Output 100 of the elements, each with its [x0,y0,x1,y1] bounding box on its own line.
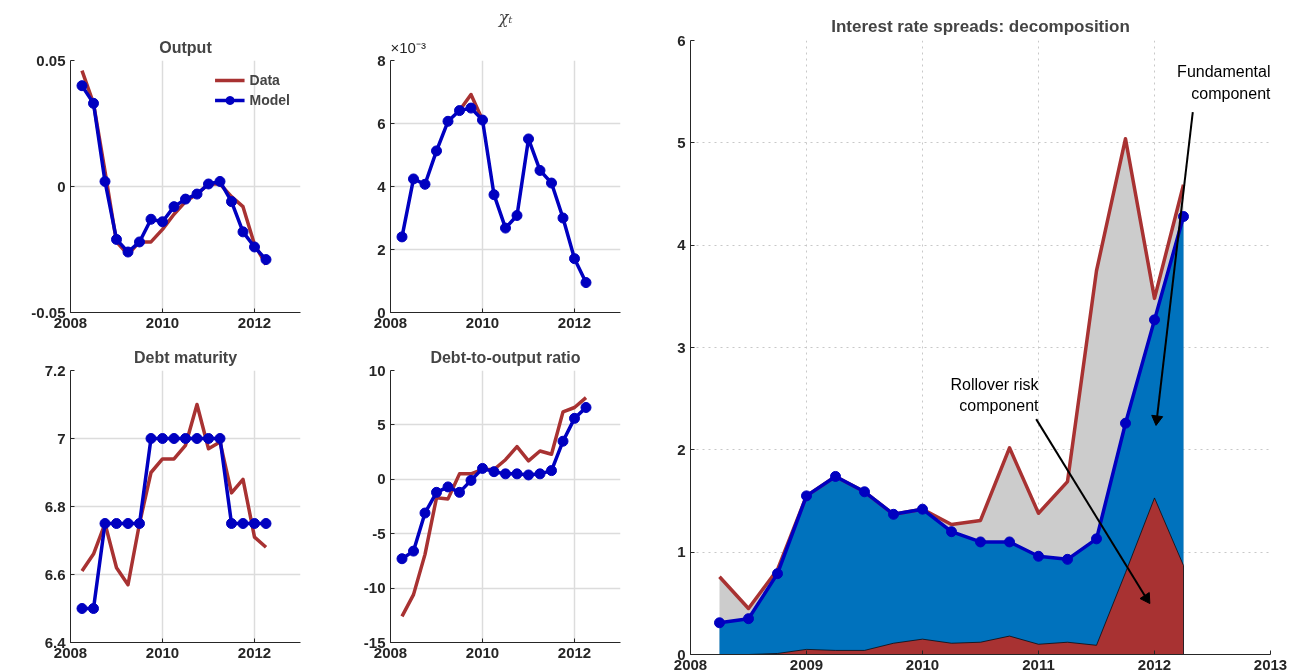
point [145,433,157,444]
point [76,603,88,614]
chart-title: χₜ [497,7,513,27]
point [157,216,168,228]
y-tick-label: 1 [677,543,686,561]
legend-label: Model [249,92,290,108]
point [1149,314,1160,326]
point [859,486,870,498]
point [226,518,237,529]
point [1120,417,1131,429]
point [888,508,899,520]
point [214,175,226,187]
y-tick-label: 7.2 [44,361,66,379]
point [122,246,134,258]
point [580,277,592,289]
point [743,613,754,625]
point [180,193,191,205]
y-tick-label: -5 [372,524,386,542]
point [111,233,122,245]
y-tick-label: 0.05 [36,51,66,69]
chart-title: Output [159,38,213,56]
x-tick-label: 2010 [465,643,500,661]
point [168,433,180,444]
point [569,253,580,265]
point [546,177,557,189]
point [157,433,168,444]
point [477,462,488,474]
point [226,196,237,208]
point [249,518,260,529]
point [419,507,431,519]
y-tick-label: -10 [363,579,386,597]
point [203,433,214,444]
point [134,518,145,529]
x-tick-label: 2011 [1022,655,1055,672]
x-tick-label: 2013 [1253,655,1288,672]
y-tick-label: 0 [377,470,386,488]
x-tick-label: 2010 [145,313,180,331]
point [408,173,419,185]
point [523,469,534,481]
point [917,503,928,515]
y-tick-label: 0 [57,177,66,195]
y-tick-label: 6.6 [44,565,66,583]
x-tick-label: 2012 [237,313,272,331]
point [76,80,88,92]
x-tick-label: 2010 [145,643,180,661]
point [168,201,180,213]
point [122,518,134,529]
point [260,518,272,529]
point [477,114,488,126]
point [191,188,203,200]
point [534,468,546,480]
y-tick-label: 5 [377,415,386,433]
point [99,175,111,187]
text: ×10⁻³ [390,38,426,56]
point [88,97,99,109]
point [500,222,511,234]
legend-label: Data [249,72,280,88]
point [580,402,592,413]
y-tick-label: 2 [677,440,686,458]
point [534,164,546,176]
chart-title: Debt maturity [133,348,238,366]
point [772,568,783,580]
point [260,254,272,266]
point [1033,550,1044,562]
point [946,526,957,538]
line-series [400,395,588,619]
point [714,617,725,629]
point [191,433,203,444]
point [442,481,454,493]
point [500,468,511,480]
point [99,518,111,529]
y-tick-label: 7 [57,429,66,447]
point [511,468,523,480]
point [830,470,841,482]
y-tick-label: 3 [677,338,686,356]
y-tick-label: 10 [368,361,386,379]
point [442,115,454,127]
point [145,213,157,225]
x-tick-label: 2009 [789,655,824,672]
point [1091,533,1102,545]
y-tick-label: 5 [677,133,686,151]
y-tick-label: 4 [677,236,687,254]
x-tick-label: 2010 [905,655,940,672]
y-tick-label: 6 [377,114,386,132]
point [396,553,408,565]
point [546,465,557,477]
line-series [80,402,268,587]
point [523,133,534,145]
y-tick-label: 8 [377,51,386,69]
y-tick-label: 2 [377,240,386,258]
chart-title: Debt-to-output ratio [430,348,581,366]
point [431,486,442,498]
point [134,236,145,248]
point [180,433,191,444]
point [419,178,431,190]
annotation: Fundamental component [1177,63,1272,102]
point [488,466,500,478]
point [557,435,569,447]
annotation: Rollover risk component [950,375,1040,415]
x-tick-label: 2012 [557,313,592,331]
